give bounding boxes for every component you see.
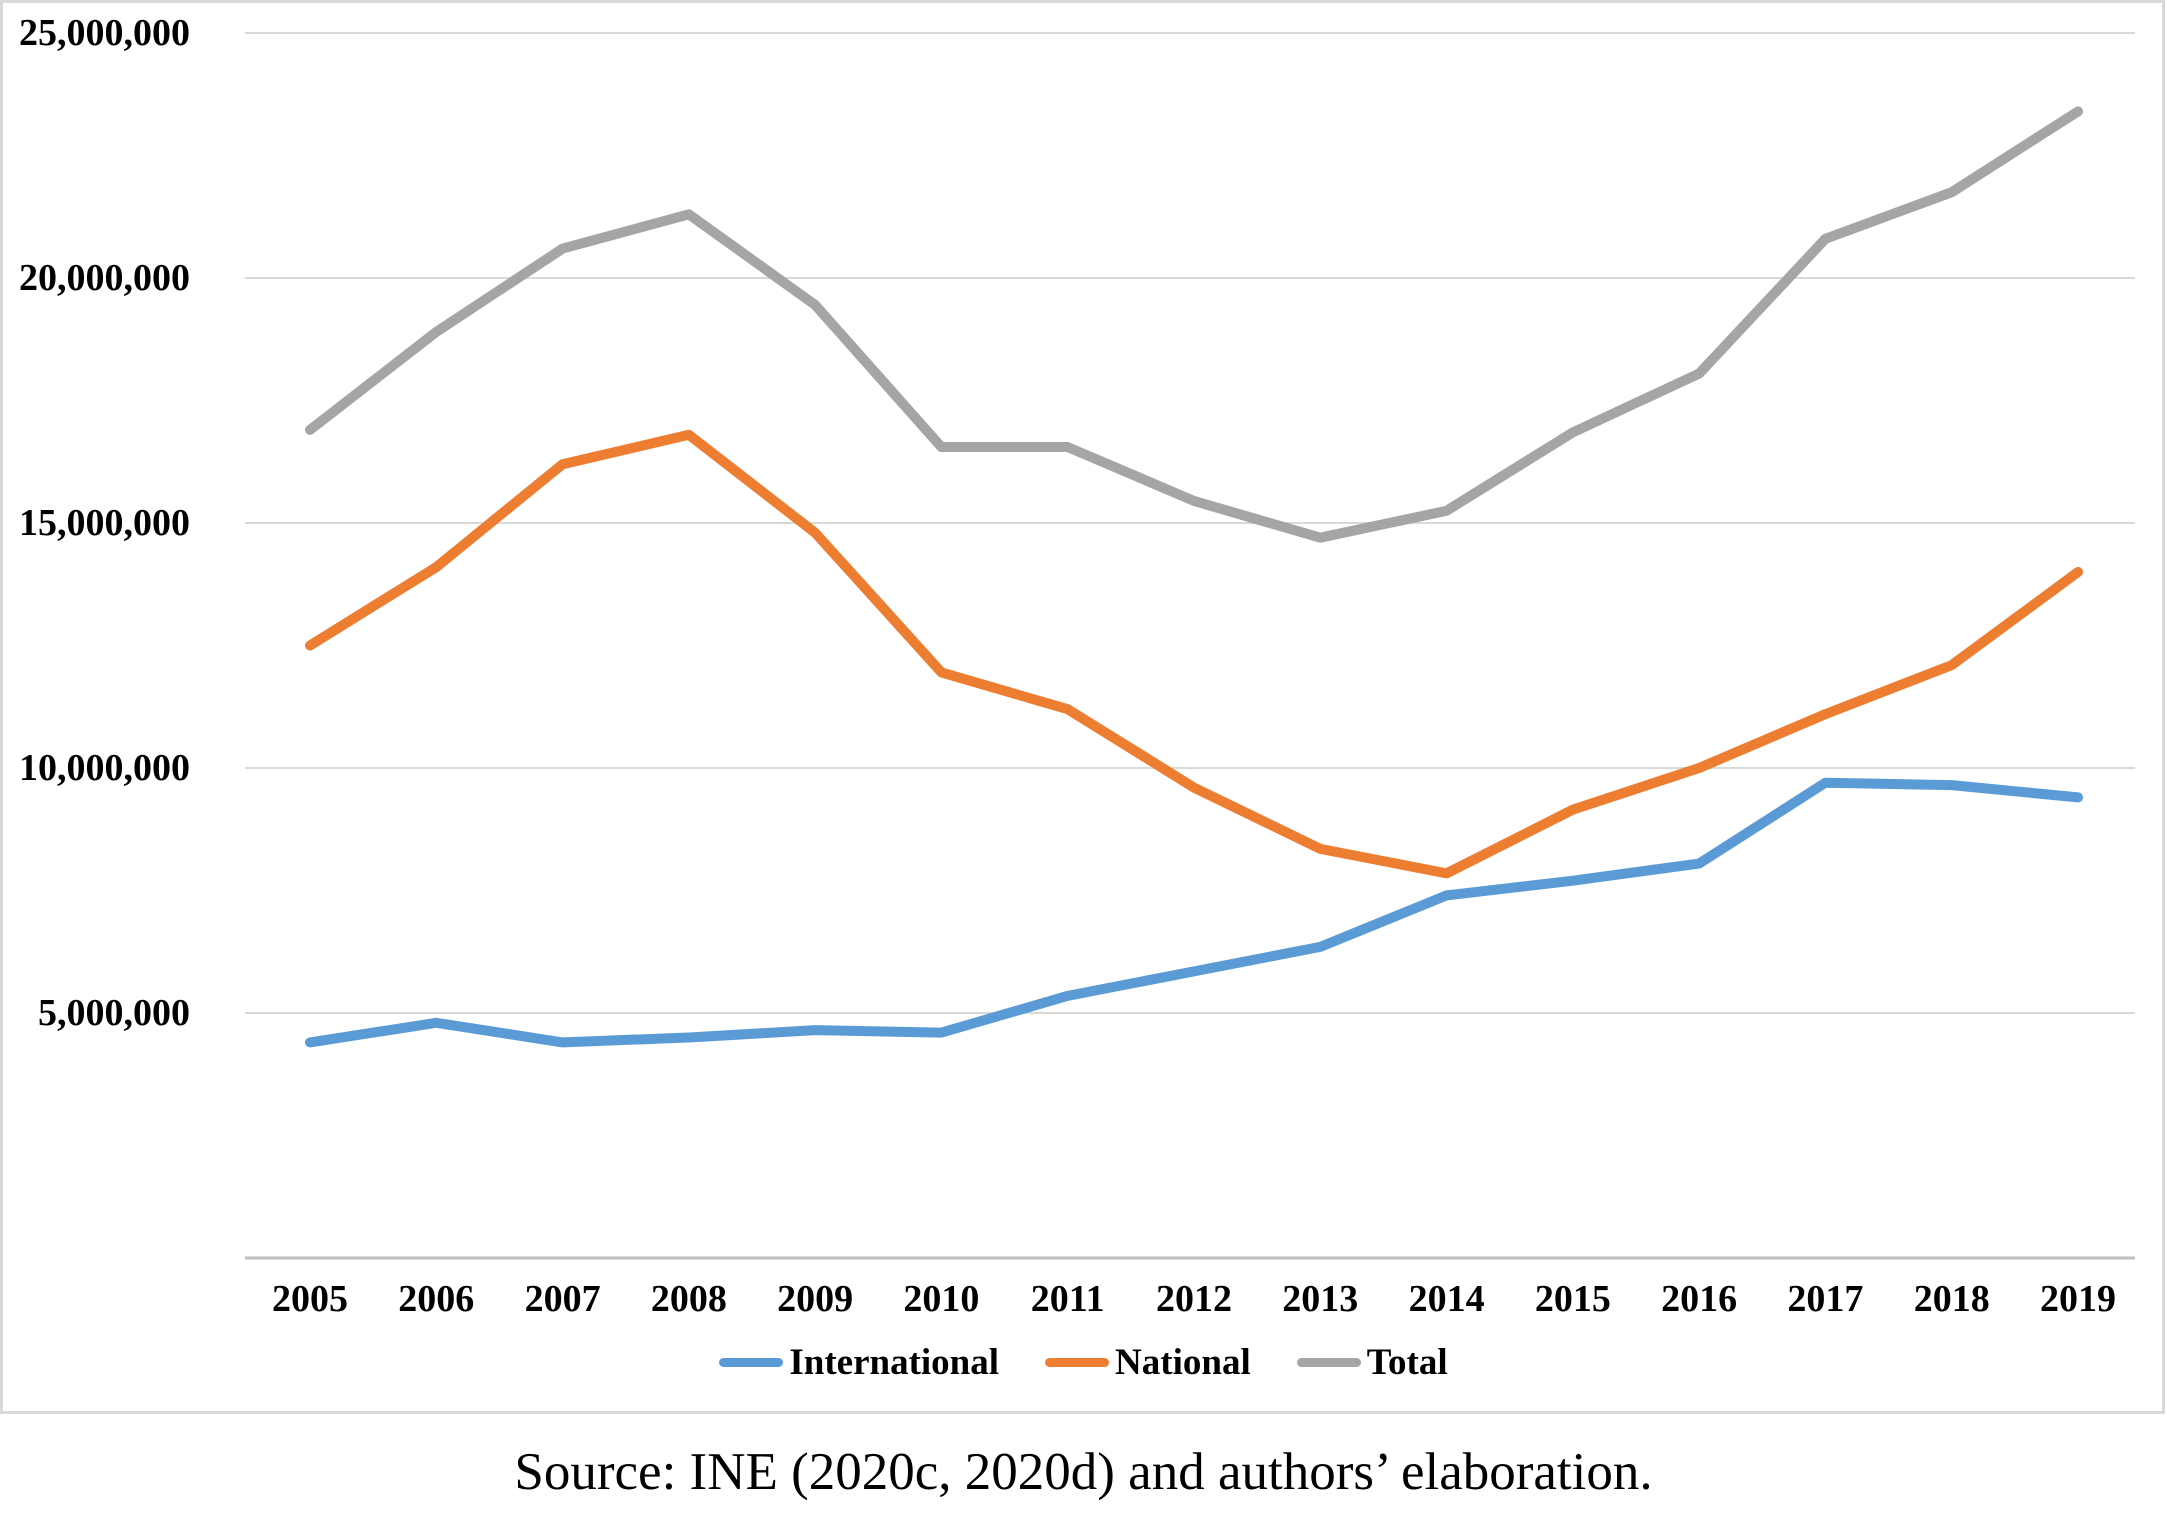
y-axis-tick-label: 10,000,000 xyxy=(19,747,190,789)
series-line-national xyxy=(305,429,2083,879)
source-caption: Source: INE (2020c, 2020d) and authors’ … xyxy=(514,1443,1653,1501)
x-axis-tick-label: 2017 xyxy=(1787,1278,1864,1320)
x-axis-tick-label: 2010 xyxy=(903,1278,980,1320)
x-axis-tick-label: 2006 xyxy=(398,1278,475,1320)
y-axis-tick-label: 15,000,000 xyxy=(19,502,190,544)
y-axis-tick-label: 5,000,000 xyxy=(38,992,190,1034)
x-axis-tick-label: 2008 xyxy=(650,1278,727,1320)
x-axis-tick-label: 2019 xyxy=(2040,1278,2116,1320)
legend-line-swatch-international xyxy=(719,1358,784,1367)
legend-item-total: Total xyxy=(1296,1342,1448,1383)
legend-label: National xyxy=(1115,1342,1251,1383)
chart-legend: International National Total xyxy=(0,1344,2167,1381)
legend-line-swatch-total xyxy=(1296,1358,1361,1367)
x-axis-tick-label: 2014 xyxy=(1408,1278,1485,1320)
x-axis-tick-label: 2013 xyxy=(1282,1278,1359,1320)
x-axis-tick-label: 2011 xyxy=(1030,1278,1105,1320)
x-axis-tick-label: 2016 xyxy=(1661,1278,1738,1320)
x-axis-tick-label: 2007 xyxy=(524,1278,601,1320)
series-line-international xyxy=(305,777,2083,1048)
legend-item-national: National xyxy=(1045,1344,1251,1381)
x-axis-tick-label: 2012 xyxy=(1156,1278,1232,1320)
legend-line-swatch-national xyxy=(1045,1358,1110,1367)
legend-label: International xyxy=(789,1342,1000,1383)
y-axis-tick-label: 20,000,000 xyxy=(19,257,190,299)
legend-item-international: International xyxy=(719,1344,999,1381)
series-line-total xyxy=(305,106,2083,543)
x-axis-tick-label: 2015 xyxy=(1534,1278,1611,1320)
x-axis-tick-label: 2009 xyxy=(777,1278,854,1320)
x-axis-tick-label: 2018 xyxy=(1913,1278,1990,1320)
legend-label: Total xyxy=(1366,1342,1448,1383)
x-axis-tick-label: 2005 xyxy=(272,1278,348,1320)
y-axis-tick-label: 25,000,000 xyxy=(19,12,190,54)
chart-frame xyxy=(0,0,2165,1414)
